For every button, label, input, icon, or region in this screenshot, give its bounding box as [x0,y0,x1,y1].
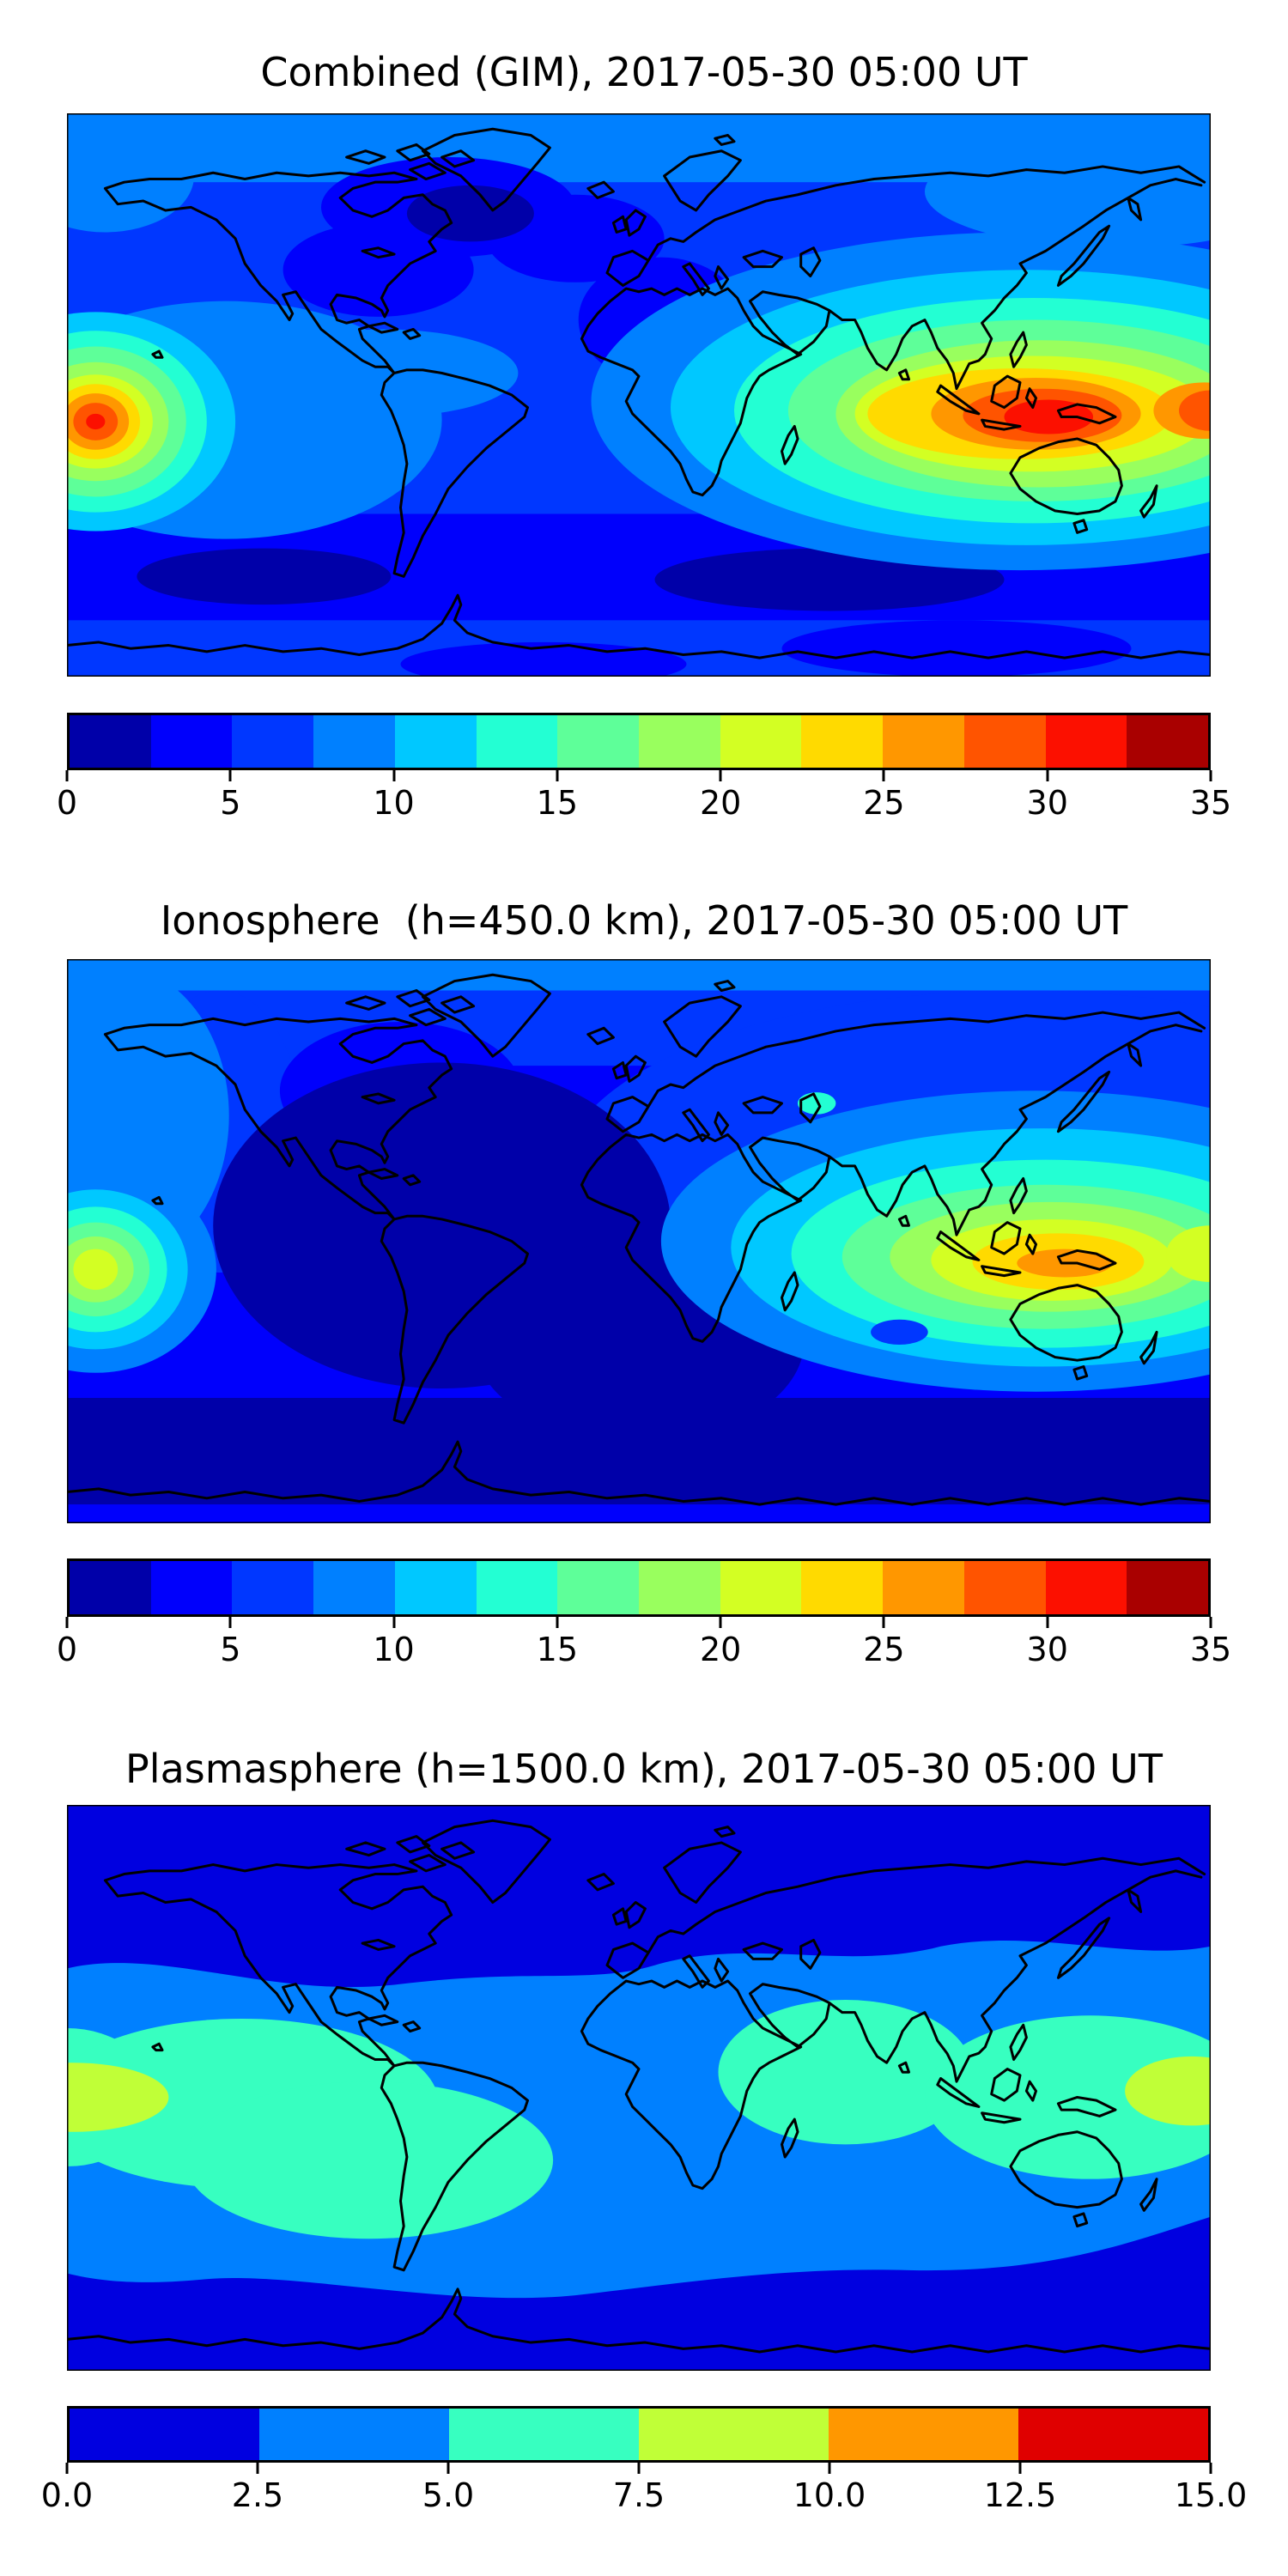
colorbar-segment [232,715,314,768]
colorbar-tick [392,1617,396,1628]
colorbar-tick [719,1617,722,1628]
colorbar-tick-label: 10.0 [793,2476,866,2514]
colorbar-segment [232,1561,314,1614]
colorbar-ticks-combined: 0 5 10 15 20 25 30 35 [57,770,1231,839]
colorbar-segment [720,1561,802,1614]
colorbar-segment [476,715,558,768]
colorbar-tick [447,2463,450,2474]
colorbar-segment [963,1561,1046,1614]
colorbar-tick-label: 0 [56,784,78,822]
colorbar-tick [637,2463,641,2474]
colorbar-segment [801,715,884,768]
map-canvas-plasmasphere [67,1805,1211,2371]
colorbar-segment [1127,715,1209,768]
colorbar-tick-label: 25 [863,1631,905,1668]
colorbar-segment [70,1561,151,1614]
colorbar-tick [1209,1617,1212,1628]
colorbar-segment [70,2409,259,2460]
colorbar-segment [720,715,802,768]
colorbar-segment [639,1561,720,1614]
colorbar-tick [228,770,232,781]
colorbar-segment [259,2409,449,2460]
colorbar-tick-label: 5 [220,1631,241,1668]
contour-field [67,113,1211,677]
colorbar-segment [829,2409,1018,2460]
colorbar-tick [1018,2463,1022,2474]
colorbar-tick-label: 30 [1026,1631,1068,1668]
colorbar-tick-label: 10 [373,784,415,822]
colorbar-tick-label: 0.0 [40,2476,94,2514]
colorbar-tick-label: 12.5 [983,2476,1057,2514]
colorbar-tick [556,1617,559,1628]
colorbar-segment [1045,715,1127,768]
colorbar-tick-label: 15 [536,1631,579,1668]
colorbar-tick-label: 25 [863,784,905,822]
colorbar-plasmasphere [67,2406,1211,2463]
colorbar-tick-label: 20 [699,1631,742,1668]
colorbar-tick [1046,1617,1049,1628]
colorbar-segment [557,715,640,768]
colorbar-tick-label: 0 [56,1631,78,1668]
map-canvas-ionosphere [67,959,1211,1523]
panel-title-combined: Combined (GIM), 2017-05-30 05:00 UT [260,49,1028,95]
colorbar-tick-label: 2.5 [231,2476,284,2514]
colorbar-segment [394,1561,477,1614]
colorbar-segment [1018,2409,1208,2460]
colorbar-ticks-plasmasphere: 0.0 2.5 5.0 7.5 10.0 12.5 15.0 [41,2463,1247,2531]
colorbar-tick-label: 10 [373,1631,415,1668]
colorbar-segment [70,715,151,768]
contour-field [67,959,1211,1523]
colorbar-tick-label: 5 [220,784,241,822]
colorbar-tick [1209,2463,1212,2474]
colorbar-segment [963,715,1046,768]
colorbar-tick-label: 20 [699,784,742,822]
colorbar-tick [65,1617,69,1628]
colorbar-segment [639,2409,829,2460]
colorbar-combined [67,713,1211,770]
colorbar-tick [882,770,885,781]
panel-title-plasmasphere: Plasmasphere (h=1500.0 km), 2017-05-30 0… [125,1746,1163,1792]
colorbar-tick [65,770,69,781]
colorbar-tick-label: 5.0 [422,2476,475,2514]
colorbar-tick [1209,770,1212,781]
colorbar-segment [801,1561,884,1614]
colorbar-segment [476,1561,558,1614]
colorbar-segment [449,2409,639,2460]
colorbar-tick [228,1617,232,1628]
map-plasmasphere [67,1805,1211,2371]
colorbar-ticks-ionosphere: 0 5 10 15 20 25 30 35 [57,1617,1231,1686]
panel-title-ionosphere: Ionosphere (h=450.0 km), 2017-05-30 05:0… [160,897,1128,944]
colorbar-ionosphere [67,1558,1211,1617]
colorbar-tick-label: 7.5 [612,2476,665,2514]
colorbar-segment [150,1561,233,1614]
colorbar-segment [394,715,477,768]
colorbar-segment [313,715,395,768]
colorbar-tick [1046,770,1049,781]
contour-field [67,1805,1211,2371]
colorbar-tick [828,2463,831,2474]
colorbar-segment [1045,1561,1127,1614]
colorbar-tick [256,2463,259,2474]
colorbar-tick-label: 15.0 [1174,2476,1248,2514]
colorbar-segment [883,1561,964,1614]
colorbar-segment [150,715,233,768]
colorbar-segment [1127,1561,1209,1614]
colorbar-tick-label: 35 [1189,1631,1232,1668]
colorbar-tick [556,770,559,781]
colorbar-tick [882,1617,885,1628]
map-combined-gim [67,113,1211,677]
colorbar-tick [65,2463,69,2474]
colorbar-tick-label: 30 [1026,784,1068,822]
colorbar-tick [719,770,722,781]
colorbar-segment [313,1561,395,1614]
colorbar-tick-label: 35 [1189,784,1232,822]
colorbar-tick-label: 15 [536,784,579,822]
colorbar-segment [883,715,964,768]
map-canvas-combined [67,113,1211,677]
map-ionosphere [67,959,1211,1523]
colorbar-segment [557,1561,640,1614]
colorbar-segment [639,715,720,768]
colorbar-tick [392,770,396,781]
